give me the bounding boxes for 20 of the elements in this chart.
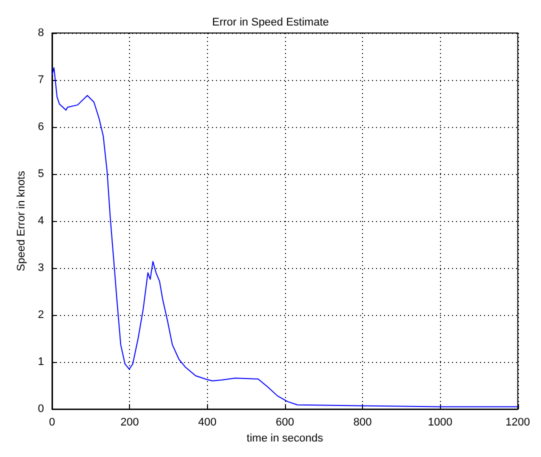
y-axis-title: Speed Error in knots (16, 170, 28, 272)
line-series (52, 67, 518, 408)
x-axis-title: time in seconds (246, 432, 324, 444)
y-tick-label: 0 (38, 403, 44, 416)
chart-title: Error in Speed Estimate (212, 16, 329, 28)
x-tick-label: 1200 (506, 416, 530, 429)
y-tick-label: 7 (38, 74, 44, 86)
y-tick-label: 5 (38, 168, 44, 180)
x-tick-label: 800 (353, 416, 372, 429)
x-tick-label: 600 (276, 416, 294, 429)
y-tick-label: 1 (38, 356, 44, 368)
y-tick-label: 4 (38, 215, 44, 228)
x-tick-label: 1000 (428, 416, 452, 429)
x-tick-label: 200 (120, 416, 139, 429)
y-tick-label: 2 (38, 309, 44, 322)
x-tick-label: 0 (48, 416, 56, 429)
y-tick-label: 6 (38, 121, 44, 134)
y-tick-label: 8 (38, 27, 44, 39)
x-tick-label: 400 (198, 416, 216, 429)
y-tick-label: 3 (38, 262, 44, 274)
